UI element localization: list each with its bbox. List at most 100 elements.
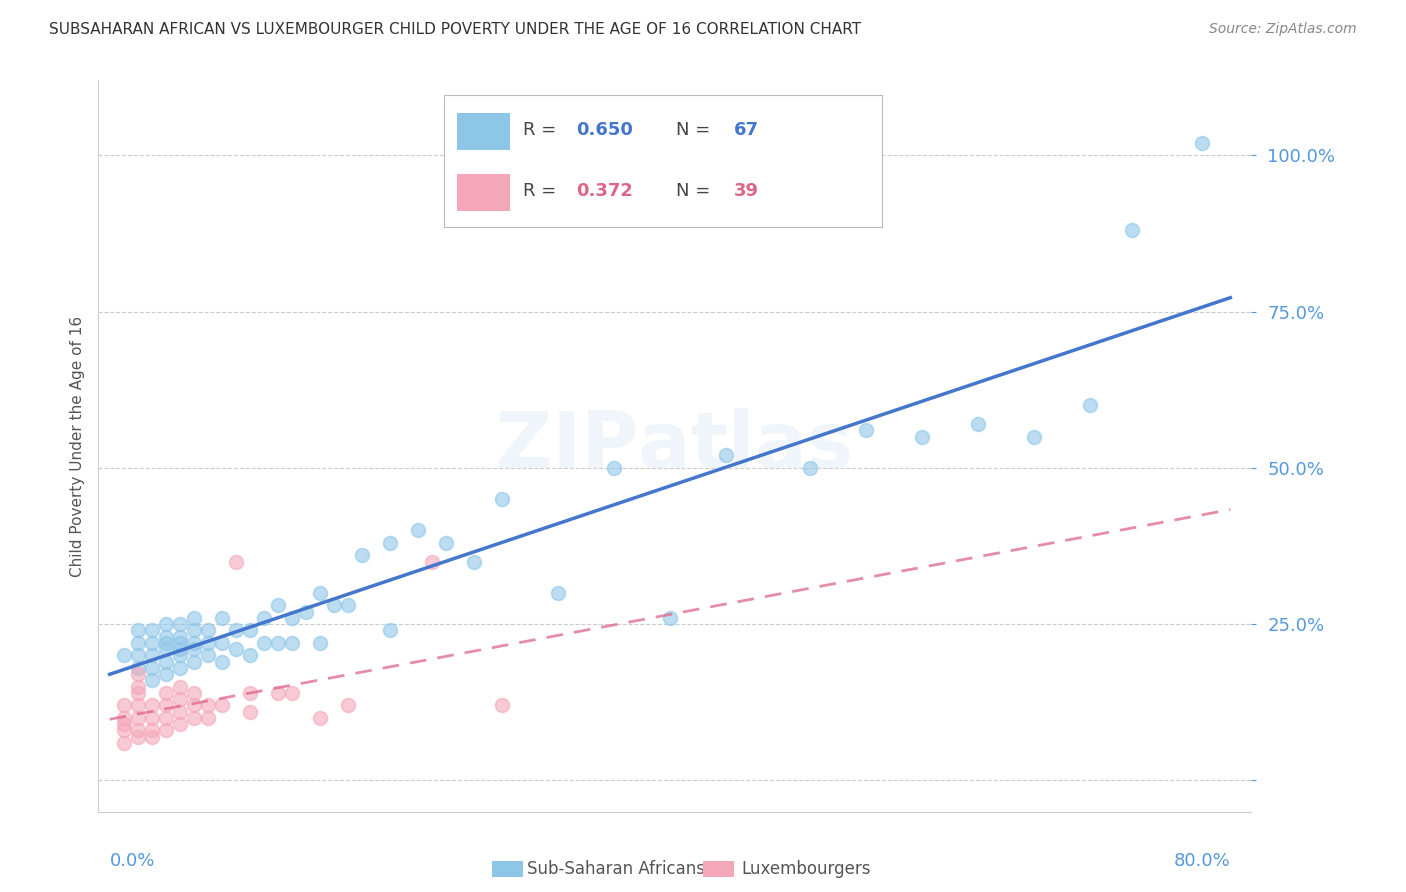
Point <box>799 461 821 475</box>
Point <box>911 429 934 443</box>
Point <box>155 723 177 738</box>
Text: 0.0%: 0.0% <box>110 852 155 870</box>
Point <box>1191 136 1213 150</box>
Point <box>267 636 290 650</box>
Point <box>155 636 177 650</box>
Point <box>112 711 135 725</box>
Point <box>336 599 359 613</box>
Point <box>280 611 302 625</box>
Point <box>253 636 276 650</box>
Y-axis label: Child Poverty Under the Age of 16: Child Poverty Under the Age of 16 <box>69 316 84 576</box>
Point <box>225 624 247 638</box>
Point <box>127 667 149 681</box>
Text: Source: ZipAtlas.com: Source: ZipAtlas.com <box>1209 22 1357 37</box>
Point <box>225 555 247 569</box>
Point <box>183 624 205 638</box>
Point <box>855 423 877 437</box>
Point <box>253 611 276 625</box>
Point <box>967 417 990 431</box>
Point <box>197 698 219 713</box>
Point <box>169 717 191 731</box>
Point <box>169 661 191 675</box>
Point <box>127 698 149 713</box>
Point <box>141 661 163 675</box>
Point <box>197 648 219 663</box>
Point <box>239 686 262 700</box>
Point <box>225 642 247 657</box>
Point <box>183 611 205 625</box>
Point <box>294 605 316 619</box>
Point <box>127 686 149 700</box>
Point <box>336 698 359 713</box>
Point <box>183 711 205 725</box>
Point <box>183 642 205 657</box>
Point <box>127 730 149 744</box>
Point <box>155 630 177 644</box>
Point <box>127 711 149 725</box>
Point <box>603 461 626 475</box>
Point <box>127 648 149 663</box>
Point <box>155 667 177 681</box>
Point <box>420 555 443 569</box>
Point <box>197 624 219 638</box>
Point <box>112 648 135 663</box>
Text: SUBSAHARAN AFRICAN VS LUXEMBOURGER CHILD POVERTY UNDER THE AGE OF 16 CORRELATION: SUBSAHARAN AFRICAN VS LUXEMBOURGER CHILD… <box>49 22 862 37</box>
Point <box>169 636 191 650</box>
Point <box>1121 223 1143 237</box>
Point <box>127 624 149 638</box>
Point <box>239 624 262 638</box>
Point <box>155 617 177 632</box>
Text: 80.0%: 80.0% <box>1174 852 1230 870</box>
Point <box>141 673 163 688</box>
Point <box>112 723 135 738</box>
Point <box>322 599 344 613</box>
Point <box>141 624 163 638</box>
Point <box>183 686 205 700</box>
Point <box>211 655 233 669</box>
Point <box>169 692 191 706</box>
Point <box>169 630 191 644</box>
Point <box>127 661 149 675</box>
Point <box>211 611 233 625</box>
Point <box>127 723 149 738</box>
Point <box>155 655 177 669</box>
Point <box>1078 398 1101 412</box>
Text: ZIP​atlas: ZIP​atlas <box>496 408 853 484</box>
Point <box>378 624 401 638</box>
Point <box>280 686 302 700</box>
Point <box>308 586 330 600</box>
Point <box>155 686 177 700</box>
Point <box>112 717 135 731</box>
Point <box>197 711 219 725</box>
Point <box>211 698 233 713</box>
Point <box>141 648 163 663</box>
Point <box>155 642 177 657</box>
Point <box>280 636 302 650</box>
Point <box>463 555 485 569</box>
Point <box>112 736 135 750</box>
Point <box>169 642 191 657</box>
Point <box>547 586 569 600</box>
Point <box>169 705 191 719</box>
Point <box>211 636 233 650</box>
Point <box>155 711 177 725</box>
Point <box>308 711 330 725</box>
Point <box>714 449 737 463</box>
Point <box>183 698 205 713</box>
Point <box>183 655 205 669</box>
Text: Sub-Saharan Africans: Sub-Saharan Africans <box>527 860 706 878</box>
Point <box>350 549 373 563</box>
Point <box>1024 429 1046 443</box>
Point <box>155 698 177 713</box>
Point <box>141 723 163 738</box>
Point <box>183 636 205 650</box>
Point <box>239 705 262 719</box>
Point <box>127 636 149 650</box>
Point <box>434 536 457 550</box>
Text: Luxembourgers: Luxembourgers <box>741 860 870 878</box>
Point <box>169 680 191 694</box>
Point <box>169 617 191 632</box>
Point <box>239 648 262 663</box>
Point <box>491 698 513 713</box>
Point <box>659 611 682 625</box>
